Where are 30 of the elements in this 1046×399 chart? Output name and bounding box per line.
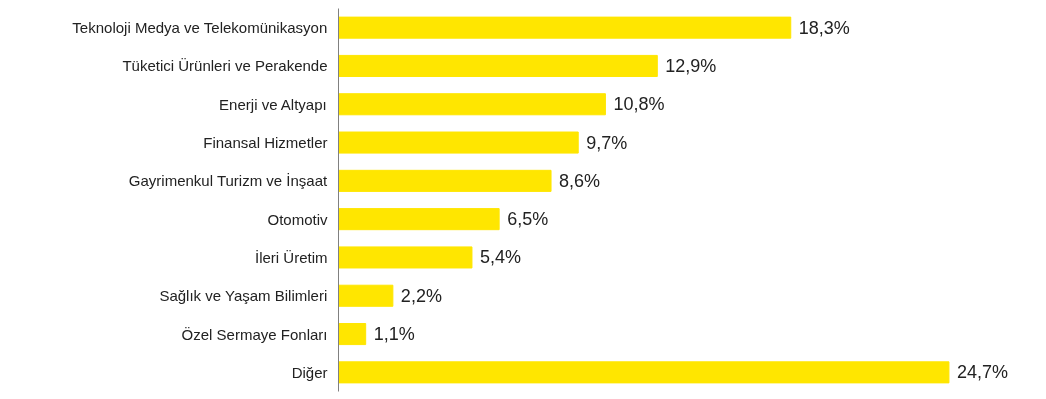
bar — [338, 361, 950, 384]
data-label: 2,2% — [400, 285, 442, 306]
bar — [338, 93, 606, 116]
y-tick-label: Teknoloji Medya ve Telekomünikasyon — [72, 19, 328, 37]
bar — [338, 323, 367, 346]
data-label: 8,6% — [559, 170, 601, 191]
data-label: 24,7% — [956, 362, 1008, 383]
y-tick-label: Finansal Hizmetler — [203, 134, 328, 152]
y-tick-label: Özel Sermaye Fonları — [181, 325, 328, 343]
y-tick-label: Tüketici Ürünleri ve Perakende — [122, 57, 328, 75]
y-tick-label: Otomotiv — [267, 210, 328, 228]
data-label: 6,5% — [507, 209, 549, 230]
bar — [338, 284, 394, 307]
y-tick-label: Enerji ve Altyapı — [219, 95, 327, 113]
bar — [338, 131, 579, 154]
data-label: 12,9% — [665, 55, 717, 76]
bar — [338, 54, 658, 77]
bar — [338, 208, 500, 231]
y-tick-label: İleri Üretim — [255, 248, 328, 266]
data-label: 9,7% — [586, 132, 628, 153]
data-label: 10,8% — [613, 94, 665, 115]
data-label: 1,1% — [373, 324, 415, 345]
bar — [338, 16, 792, 39]
data-label: 5,4% — [479, 247, 521, 268]
bar — [338, 246, 473, 269]
y-tick-label: Diğer — [291, 363, 328, 381]
data-label: 18,3% — [798, 17, 850, 38]
bar — [338, 169, 552, 192]
y-tick-label: Gayrimenkul Turizm ve İnşaat — [128, 172, 329, 190]
y-tick-label: Sağlık ve Yaşam Bilimleri — [159, 287, 328, 305]
